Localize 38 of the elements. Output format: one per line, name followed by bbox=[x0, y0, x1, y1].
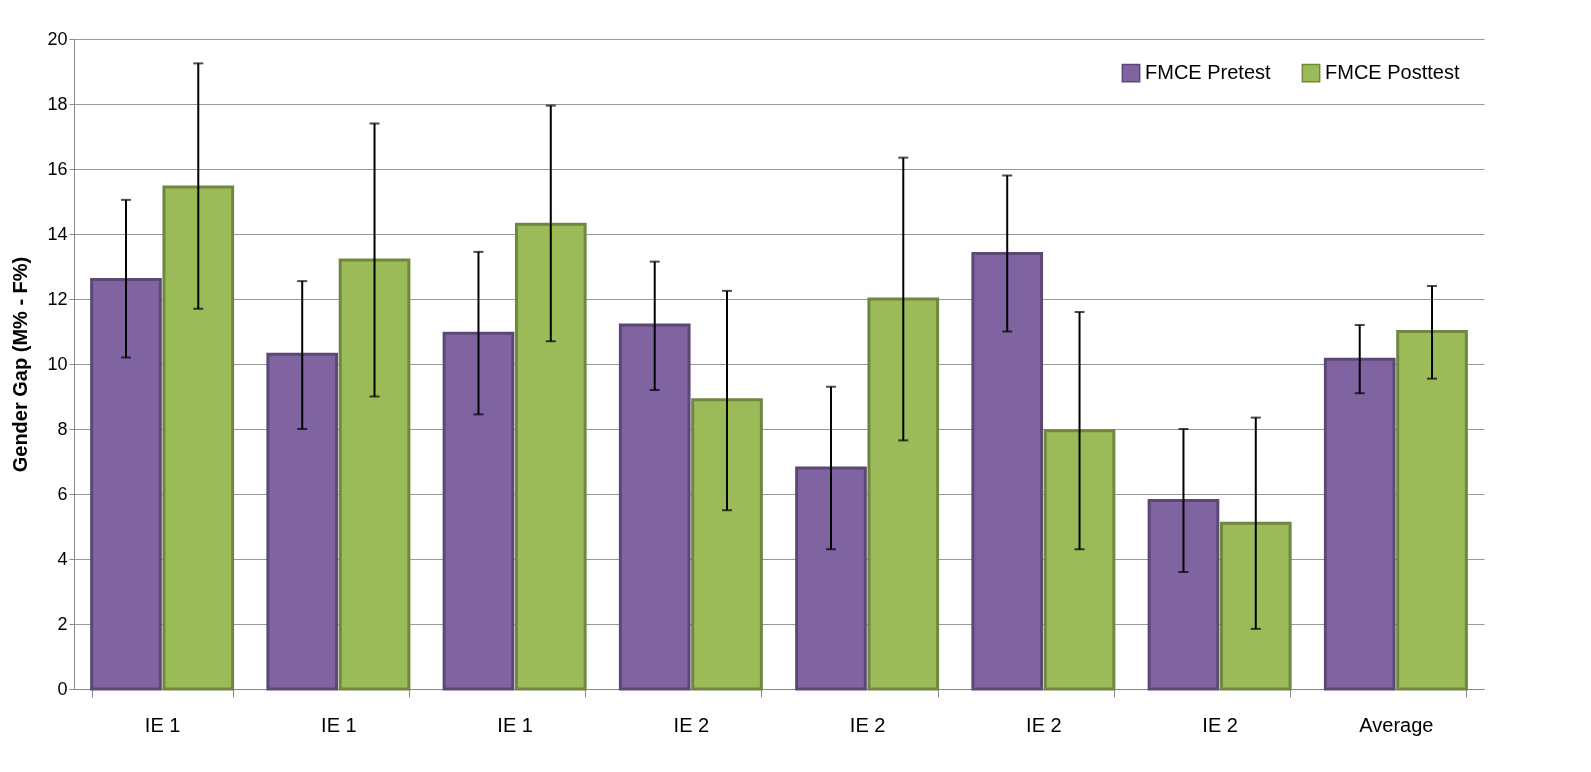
bar bbox=[338, 258, 411, 691]
bar bbox=[442, 331, 515, 691]
y-tick-label: 16 bbox=[47, 158, 68, 179]
bar bbox=[1043, 429, 1116, 691]
bar bbox=[1147, 499, 1220, 691]
y-tick-label: 20 bbox=[47, 28, 68, 49]
bar bbox=[618, 323, 691, 691]
y-tick-label: 8 bbox=[57, 418, 68, 439]
bar bbox=[691, 398, 763, 691]
y-tick-label: 4 bbox=[57, 548, 68, 569]
y-tick-label: 6 bbox=[57, 483, 68, 504]
x-tick-label: IE 2 bbox=[1202, 713, 1238, 736]
x-tick-label: Average bbox=[1359, 713, 1434, 736]
x-tick-label: IE 1 bbox=[144, 713, 181, 736]
y-tick-label: 10 bbox=[47, 353, 68, 374]
bar bbox=[867, 297, 940, 691]
bar bbox=[1396, 330, 1468, 691]
y-tick-label: 0 bbox=[57, 678, 68, 699]
legend-label: FMCE Pretest bbox=[1145, 61, 1272, 84]
x-tick-label: IE 2 bbox=[849, 713, 886, 736]
x-tick-label: IE 2 bbox=[673, 713, 710, 736]
bar bbox=[1323, 357, 1396, 691]
bar bbox=[266, 352, 339, 691]
bar bbox=[514, 222, 587, 691]
x-tick-label: IE 1 bbox=[497, 713, 533, 736]
legend-label: FMCE Posttest bbox=[1325, 61, 1460, 84]
y-tick-label: 18 bbox=[47, 93, 68, 114]
bar bbox=[795, 466, 867, 691]
y-tick-label: 12 bbox=[47, 288, 68, 309]
y-tick-label: 14 bbox=[47, 223, 68, 244]
bar bbox=[971, 252, 1044, 691]
x-tick-label: IE 1 bbox=[321, 713, 357, 736]
y-tick-label: 2 bbox=[57, 613, 68, 634]
x-tick-label: IE 2 bbox=[1026, 713, 1062, 736]
bar bbox=[162, 185, 235, 691]
bar bbox=[90, 278, 162, 691]
bar bbox=[1219, 521, 1292, 691]
y-axis-title: Gender Gap (M% - F%) bbox=[9, 256, 32, 473]
